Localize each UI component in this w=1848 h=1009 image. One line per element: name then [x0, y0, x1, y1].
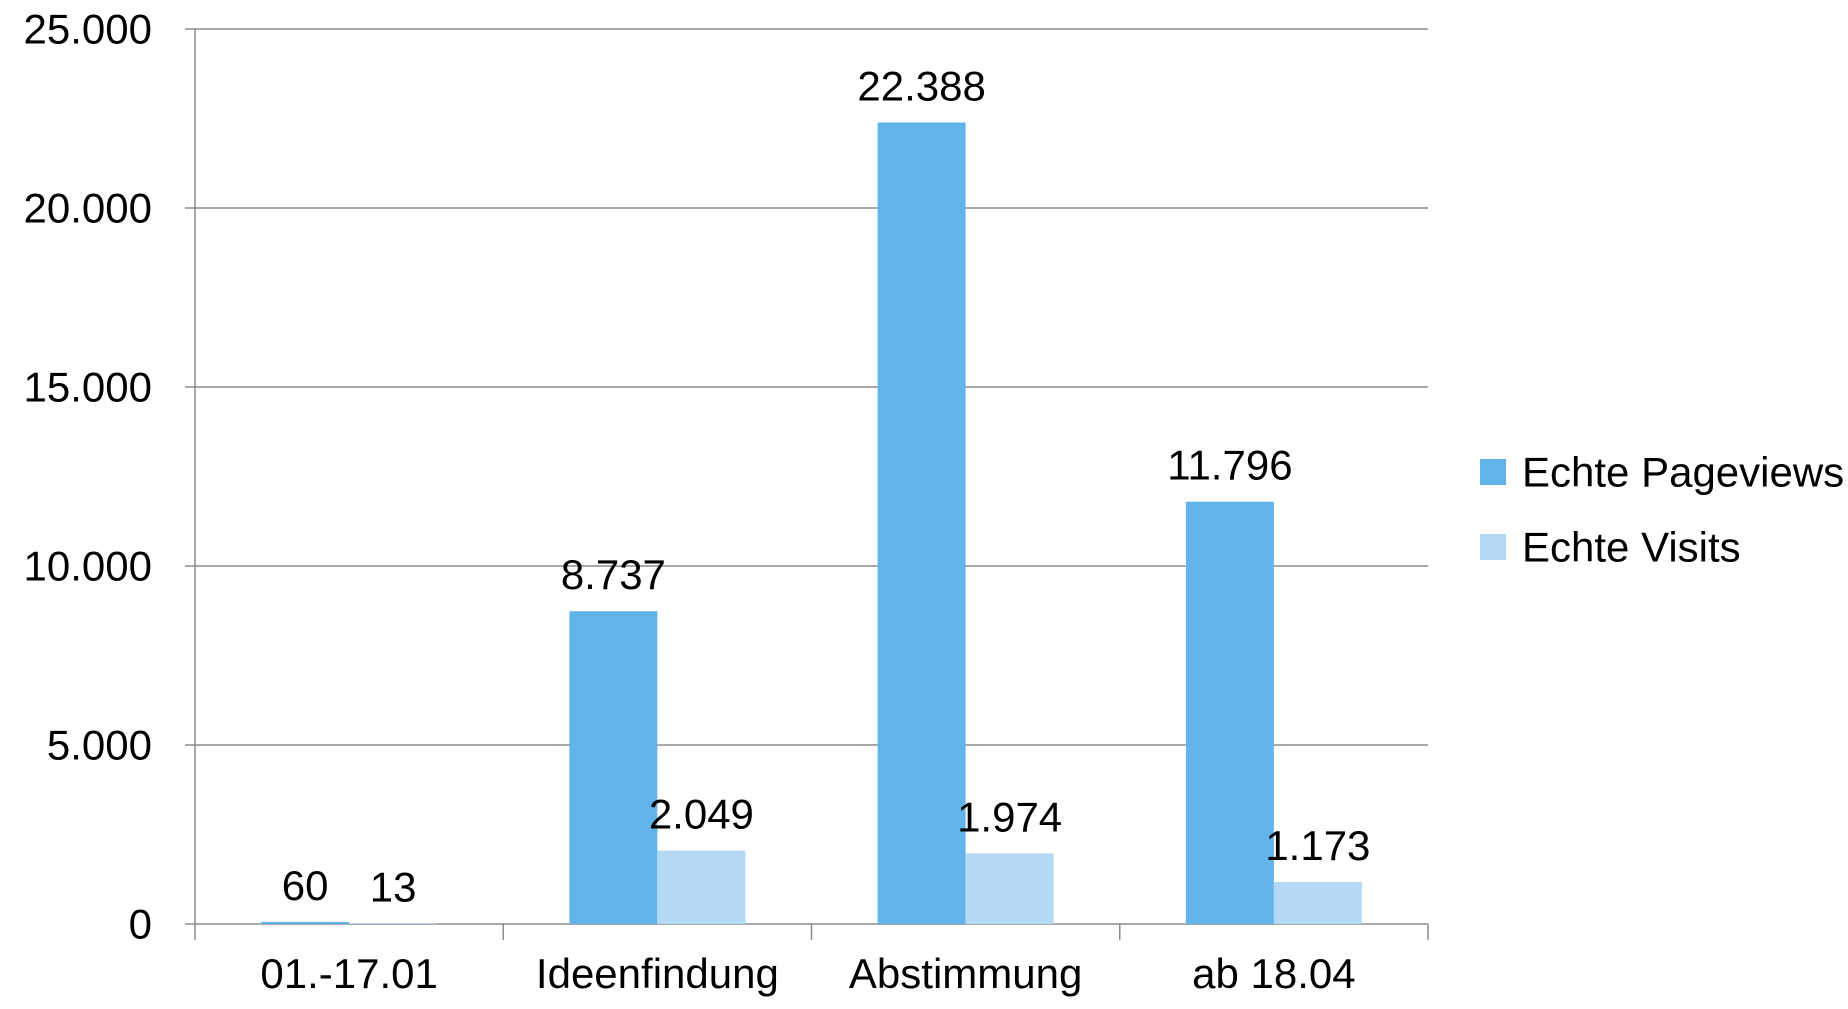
- bar-pageviews: [261, 921, 350, 924]
- x-axis-ticks: 01.-17.01 Ideenfindung Abstimmung ab 18.04: [194, 924, 1429, 997]
- bar-visits: [1273, 882, 1362, 924]
- data-label: 13: [370, 864, 417, 911]
- data-label: 22.388: [857, 63, 985, 110]
- y-tick-label: 5.000: [47, 722, 152, 769]
- bar-visits: [657, 850, 746, 924]
- y-axis-ticks: 0 5.000 10.000 15.000 20.000 25.000: [24, 6, 195, 948]
- data-label: 60: [282, 862, 329, 909]
- x-tick-label: 01.-17.01: [260, 950, 437, 997]
- data-label: 1.974: [957, 793, 1062, 840]
- bars: [261, 122, 1362, 925]
- legend-label: Echte Pageviews: [1522, 449, 1844, 496]
- legend-swatch: [1480, 534, 1506, 560]
- y-tick-label: 10.000: [24, 543, 152, 590]
- legend: Echte Pageviews Echte Visits: [1480, 449, 1844, 571]
- legend-swatch: [1480, 459, 1506, 485]
- data-label: 1.173: [1265, 822, 1370, 869]
- bar-pageviews: [1185, 501, 1274, 924]
- y-tick-label: 0: [129, 901, 152, 948]
- bar-visits: [965, 853, 1054, 924]
- bar-pageviews: [569, 611, 658, 924]
- data-label: 11.796: [1167, 442, 1292, 489]
- x-tick-label: Abstimmung: [849, 950, 1082, 997]
- y-tick-label: 15.000: [24, 364, 152, 411]
- x-tick-label: Ideenfindung: [536, 950, 779, 997]
- data-labels: 60 8.737 22.388 11.796 13 2.049 1.974 1.173: [282, 63, 1371, 911]
- legend-label: Echte Visits: [1522, 524, 1741, 571]
- bar-visits: [349, 923, 438, 924]
- x-tick-label: ab 18.04: [1192, 950, 1356, 997]
- bar-pageviews: [877, 122, 966, 925]
- data-label: 8.737: [561, 551, 666, 598]
- data-label: 2.049: [649, 791, 754, 838]
- y-tick-label: 20.000: [24, 185, 152, 232]
- y-tick-label: 25.000: [24, 6, 152, 53]
